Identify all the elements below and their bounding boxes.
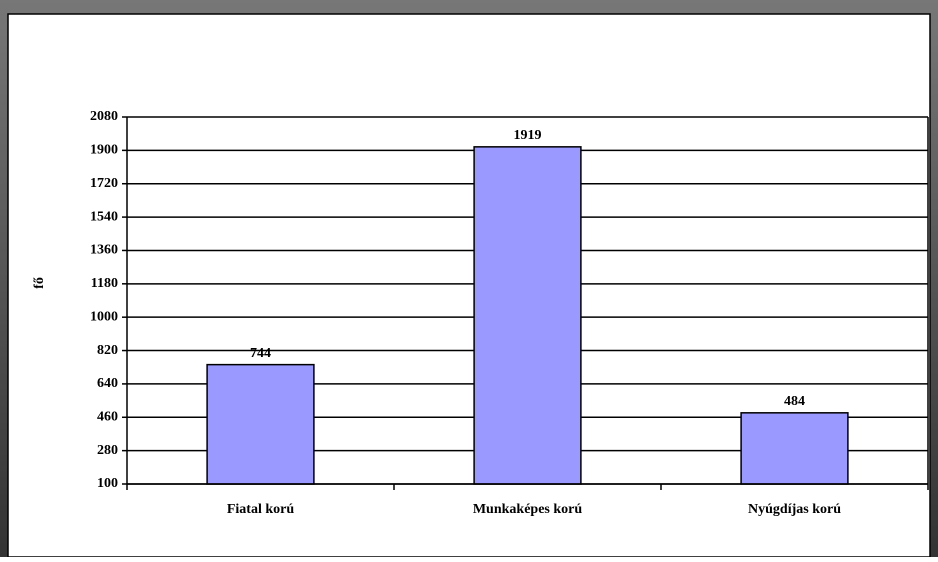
y-tick-label: 2080 xyxy=(90,109,118,124)
data-label: 744 xyxy=(250,346,271,361)
y-axis-label: fő xyxy=(32,277,47,289)
bar xyxy=(473,146,582,485)
y-tick-label: 1540 xyxy=(90,209,118,224)
y-tick-label: 1360 xyxy=(90,243,118,258)
data-label: 484 xyxy=(784,394,805,409)
y-tick-label: 1180 xyxy=(91,276,118,291)
y-tick-label: 100 xyxy=(97,476,118,491)
y-tick-label: 820 xyxy=(97,343,118,358)
y-tick-label: 1000 xyxy=(90,309,118,324)
x-tick-label: Nyúgdíjas korú xyxy=(748,502,841,517)
x-tick-label: Munkaképes korú xyxy=(473,502,583,517)
y-tick-label: 460 xyxy=(97,409,118,424)
bar xyxy=(740,412,849,485)
y-tick-label: 640 xyxy=(97,376,118,391)
y-tick-label: 280 xyxy=(97,443,118,458)
y-tick-label: 1900 xyxy=(90,143,118,158)
data-label: 1919 xyxy=(514,128,542,143)
x-tick-label: Fiatal korú xyxy=(227,502,294,517)
y-tick-label: 1720 xyxy=(90,176,118,191)
bar xyxy=(206,363,315,485)
